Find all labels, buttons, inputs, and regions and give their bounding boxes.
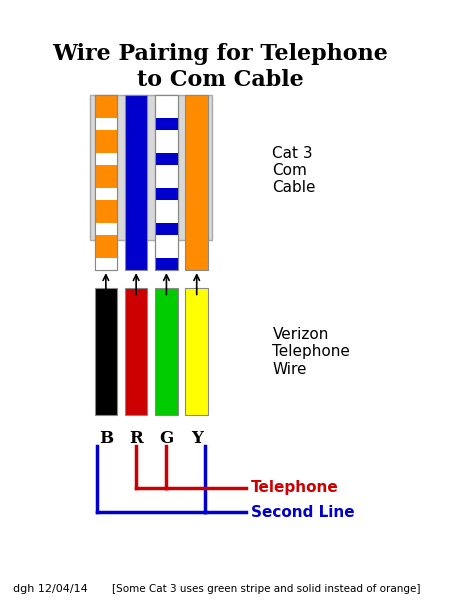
Bar: [155, 153, 178, 165]
Bar: [155, 188, 178, 200]
Bar: [95, 118, 117, 130]
Text: Y: Y: [191, 430, 203, 447]
Bar: [155, 288, 178, 416]
Text: G: G: [159, 430, 173, 447]
Bar: [90, 95, 212, 240]
Text: R: R: [129, 430, 143, 447]
Bar: [95, 95, 117, 270]
Text: Telephone: Telephone: [251, 481, 338, 495]
Bar: [155, 118, 178, 130]
Text: Second Line: Second Line: [251, 504, 355, 520]
Bar: [95, 258, 117, 270]
Text: B: B: [99, 430, 113, 447]
Bar: [95, 95, 117, 270]
Text: dgh 12/04/14: dgh 12/04/14: [13, 584, 88, 594]
Text: [Some Cat 3 uses green stripe and solid instead of orange]: [Some Cat 3 uses green stripe and solid …: [112, 584, 421, 594]
Bar: [155, 95, 178, 270]
Bar: [155, 95, 178, 270]
Bar: [185, 288, 208, 416]
Bar: [95, 153, 117, 165]
Bar: [125, 288, 147, 416]
Text: Wire Pairing for Telephone
to Com Cable: Wire Pairing for Telephone to Com Cable: [53, 44, 389, 91]
Bar: [185, 95, 208, 270]
Text: Verizon
Telephone
Wire: Verizon Telephone Wire: [273, 327, 350, 377]
Text: Cat 3
Com
Cable: Cat 3 Com Cable: [273, 145, 316, 196]
Bar: [95, 188, 117, 200]
Bar: [155, 258, 178, 270]
Bar: [125, 95, 147, 270]
Bar: [155, 223, 178, 235]
Bar: [95, 223, 117, 235]
Bar: [95, 288, 117, 416]
